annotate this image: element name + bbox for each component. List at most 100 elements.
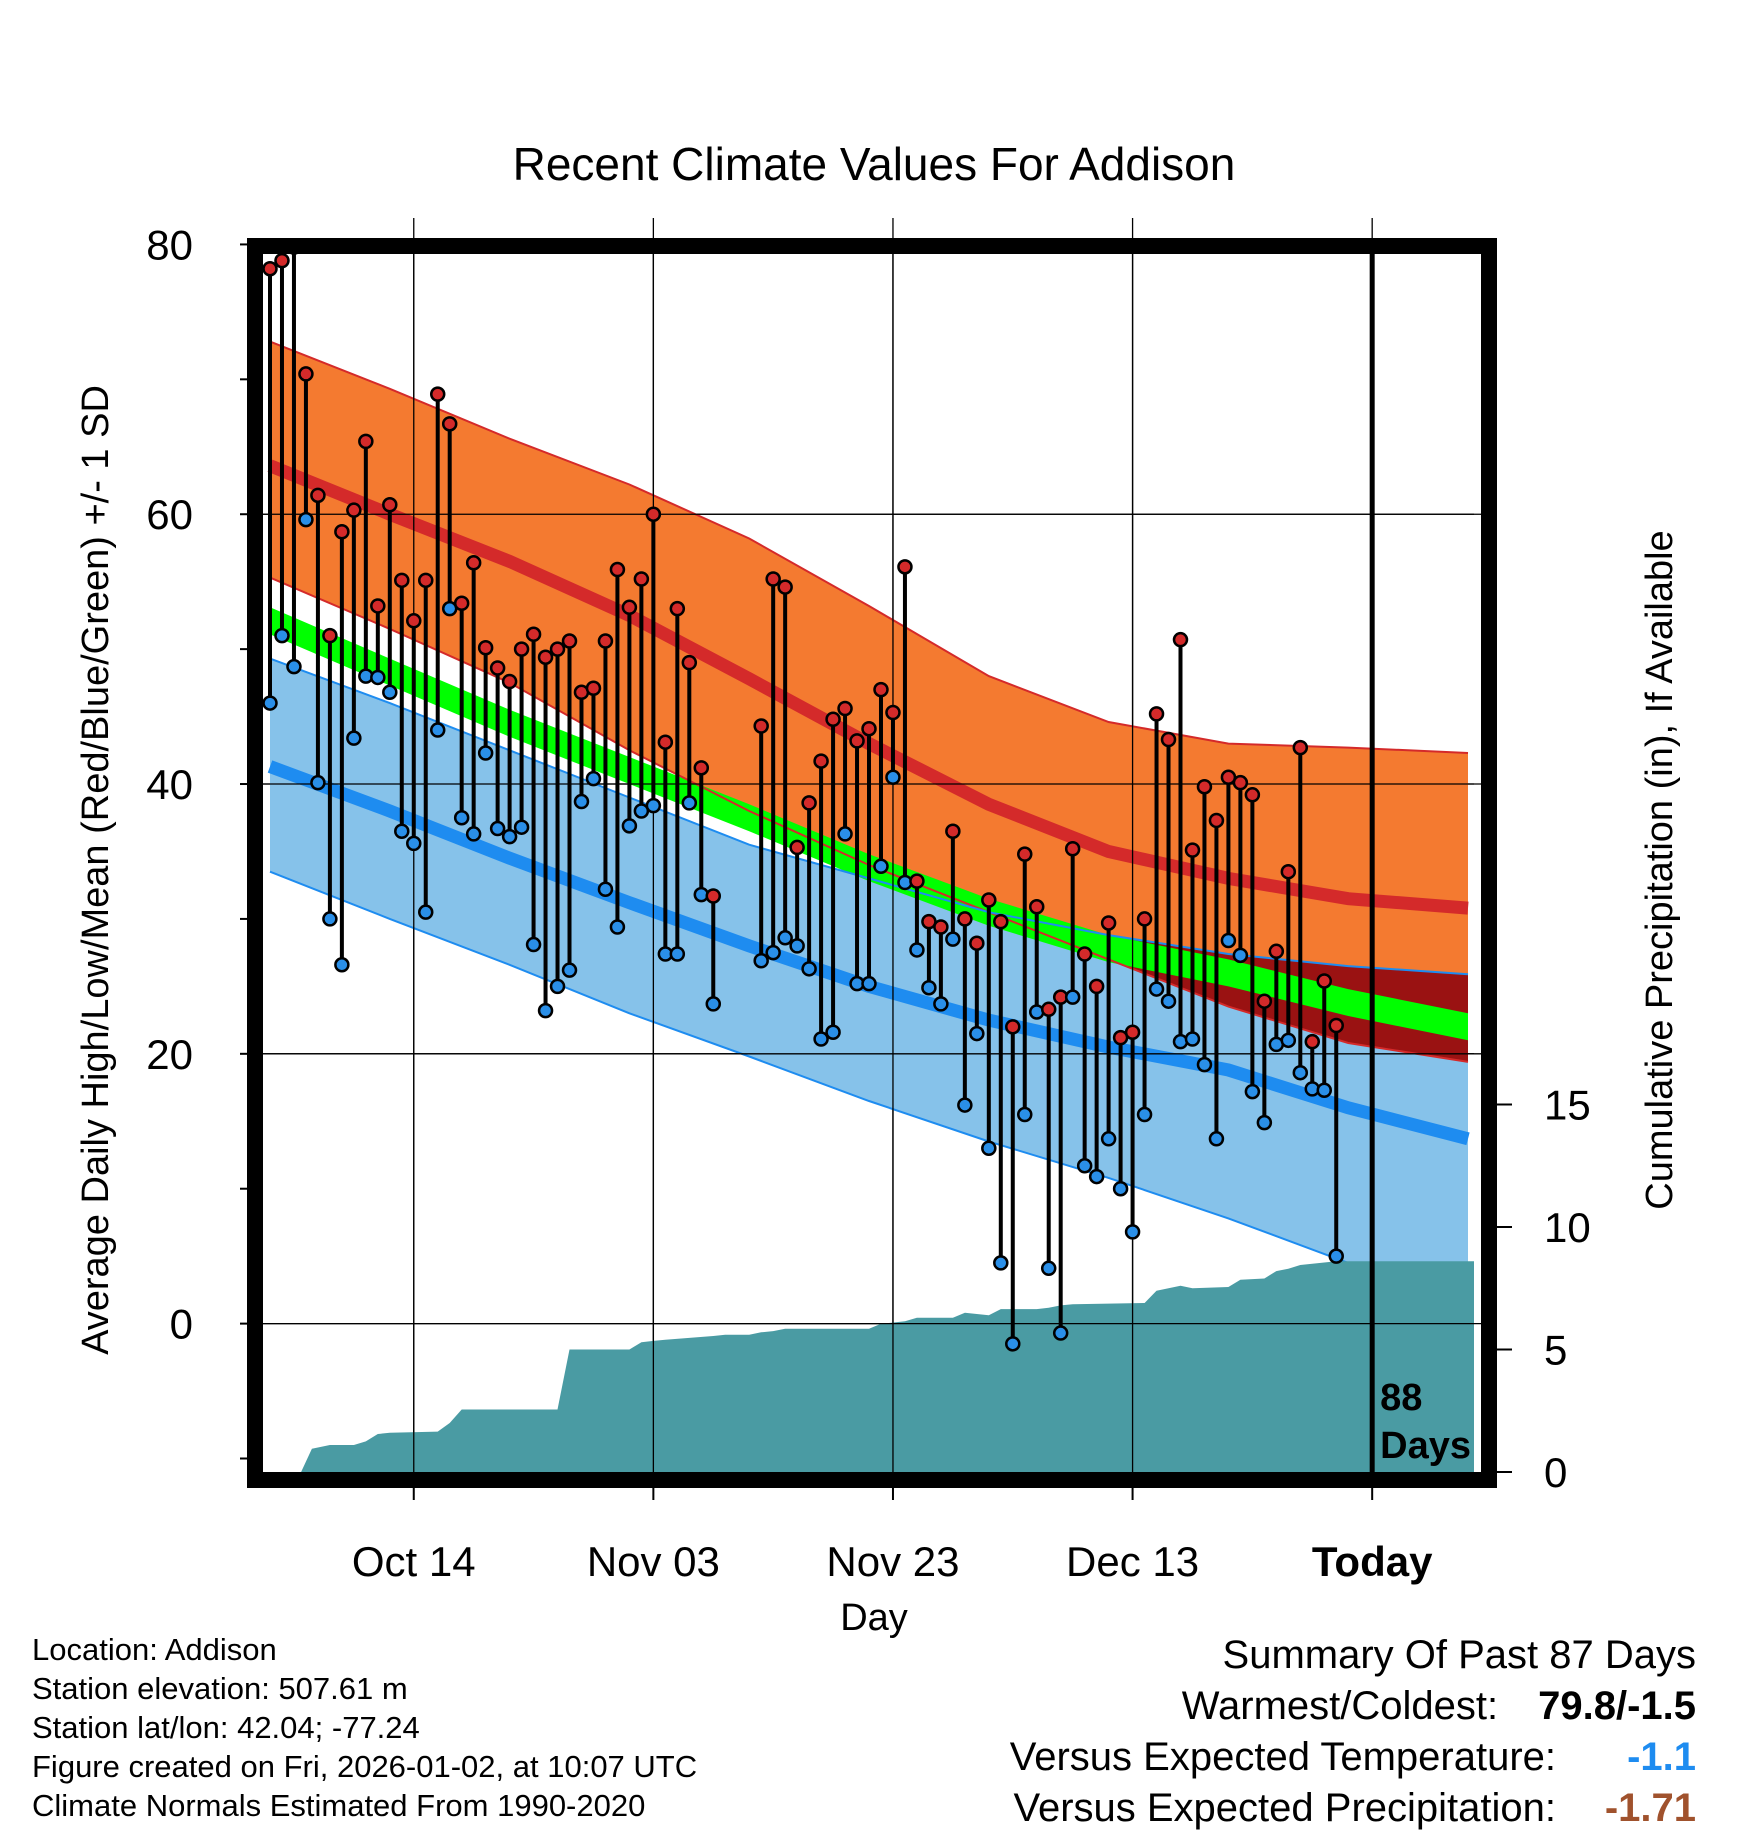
daily-low-point (969, 1025, 985, 1042)
daily-low-point (489, 820, 506, 837)
warm-cold-value: 79.8/-1.5 (1538, 1684, 1696, 1728)
precip-cumulative-area (270, 1261, 1474, 1472)
daily-high-point (262, 260, 278, 277)
summary-temp: Versus Expected Temperature: -1.1 (1010, 1732, 1696, 1783)
daily-low-point (298, 511, 314, 528)
precip-value: -1.71 (1604, 1786, 1696, 1830)
daily-high-point (897, 559, 913, 575)
daily-high-point (969, 935, 985, 951)
y-right-tick-label: 5 (1544, 1327, 1567, 1374)
daily-high-point (525, 626, 542, 643)
daily-low-point (1232, 947, 1249, 964)
low-lower-line (269, 870, 1469, 1303)
daily-low-point (1100, 1131, 1117, 1147)
daily-high-point (1208, 812, 1225, 829)
daily-high-point (693, 760, 710, 776)
daily-low-point (465, 826, 482, 842)
daily-low-point (370, 669, 386, 686)
daily-high-point (477, 640, 494, 656)
daily-high-point (334, 524, 350, 540)
daily-high-point (1184, 842, 1201, 858)
precipitation-area (270, 1261, 1474, 1472)
daily-high-point (1088, 978, 1105, 995)
daily-high-point (945, 823, 961, 839)
daily-low-point (346, 730, 362, 746)
daily-high-point (1196, 778, 1213, 795)
daily-low-point (1136, 1106, 1153, 1123)
daily-low-point (573, 793, 590, 810)
y-left-tick-label: 60 (146, 491, 193, 538)
daily-low-point (429, 722, 446, 738)
daily-low-point (873, 858, 889, 875)
daily-high-point (621, 599, 638, 616)
daily-high-point (1268, 943, 1285, 960)
temp-label: Versus Expected Temperature: (1009, 1735, 1556, 1779)
daily-high-point (585, 680, 602, 696)
daily-high-point (789, 839, 805, 856)
daily-high-point (909, 873, 925, 889)
daily-high-point (322, 627, 338, 644)
daily-high-point (537, 649, 554, 665)
daily-high-point (993, 913, 1009, 930)
normals-text: Climate Normals Estimated From 1990-2020 (32, 1788, 646, 1823)
daily-low-point (1040, 1260, 1057, 1277)
axes: 0 20 40 60 80 0 5 10 15 Oct 14 Nov 03 Nov 23 Dec 13 T… (146, 221, 1590, 1585)
daily-high-point (657, 734, 674, 750)
daily-low-point (909, 942, 925, 958)
daily-high-point (1064, 841, 1081, 857)
y-right-tick-label: 15 (1544, 1082, 1591, 1129)
daily-low-point (933, 996, 949, 1012)
daily-high-point (1280, 863, 1297, 880)
daily-low-point (789, 938, 805, 954)
daily-high-point (274, 252, 290, 269)
daily-high-point (1292, 739, 1309, 756)
daily-high-point (609, 561, 626, 578)
y-right-tick-label: 10 (1544, 1204, 1591, 1251)
daily-high-point (310, 487, 326, 504)
daily-low-point (1112, 1180, 1129, 1197)
daily-low-point (885, 769, 901, 786)
daily-high-point (417, 572, 434, 589)
daily-low-point (334, 957, 350, 973)
daily-low-point (957, 1097, 973, 1113)
daily-low-point (274, 627, 290, 644)
daily-low-point (406, 835, 422, 852)
daily-high-point (441, 416, 458, 432)
daily-high-point (429, 386, 446, 402)
x-tick-label: Nov 23 (826, 1538, 959, 1585)
daily-low-point (1160, 993, 1177, 1009)
daily-high-point (1100, 915, 1117, 931)
daily-high-point (1304, 1033, 1321, 1050)
daily-low-point (1220, 932, 1237, 949)
x-tick-label: Dec 13 (1066, 1538, 1199, 1585)
daily-low-point (801, 961, 817, 977)
daily-high-point (382, 497, 398, 513)
daily-low-point (1256, 1114, 1273, 1131)
daily-low-point (777, 930, 793, 946)
daily-low-point (561, 962, 578, 978)
y-axis-left-title: Average Daily High/Low/Mean (Red/Blue/Gr… (75, 385, 117, 1355)
warm-cold-label: Warmest/Coldest: (1181, 1684, 1499, 1728)
x-tick-label: Nov 03 (587, 1538, 720, 1585)
daily-low-point (981, 1140, 997, 1156)
daily-high-point (561, 633, 578, 649)
daily-low-point (621, 818, 638, 834)
daily-high-point (406, 613, 422, 629)
daily-low-point (1244, 1083, 1261, 1100)
daily-low-point (1280, 1032, 1297, 1049)
daily-high-point (453, 595, 470, 612)
summary-panel: Summary Of Past 87 Days Warmest/Coldest:… (1010, 1630, 1696, 1834)
daily-low-point (549, 978, 566, 995)
daily-low-point (669, 946, 686, 962)
daily-low-point (1328, 1248, 1344, 1264)
daily-low-point (394, 823, 410, 839)
daily-high-point (1160, 731, 1177, 748)
mean-band (270, 607, 1468, 1041)
daily-low-point (417, 904, 434, 920)
daily-low-point (513, 819, 530, 835)
daily-high-point (1172, 631, 1189, 648)
daily-high-point (957, 911, 973, 927)
daily-high-point (873, 681, 889, 698)
daily-low-point (1052, 1325, 1069, 1341)
daily-low-point (705, 996, 722, 1012)
